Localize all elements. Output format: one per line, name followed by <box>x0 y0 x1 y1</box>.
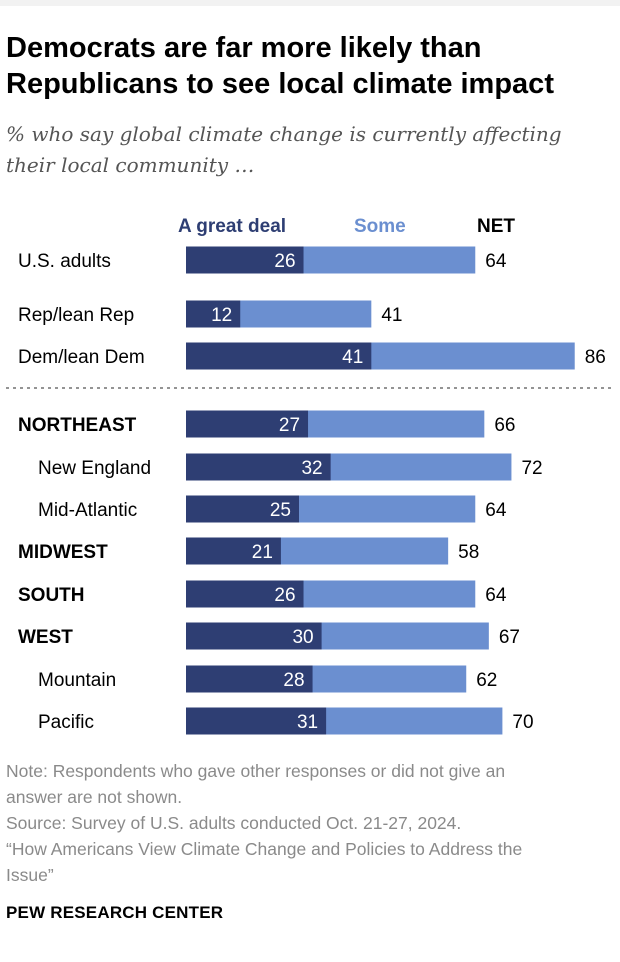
data-label-great-deal: 21 <box>252 542 273 563</box>
category-label: Mid-Atlantic <box>38 500 137 521</box>
category-label: WEST <box>18 627 73 648</box>
note-line: Note: Respondents who gave other respons… <box>6 761 506 781</box>
data-label-great-deal: 12 <box>211 305 232 326</box>
top-border <box>0 0 620 6</box>
category-label: Rep/lean Rep <box>18 305 134 326</box>
bar-great-deal <box>186 580 304 608</box>
data-label-net: 58 <box>458 542 479 563</box>
category-label: Mountain <box>38 670 116 691</box>
data-label-net: 64 <box>485 500 507 521</box>
note-line: answer are not shown. <box>6 787 183 807</box>
report-line: Issue” <box>6 865 54 885</box>
category-label: Pacific <box>38 712 94 733</box>
legend-great-deal: A great deal <box>178 216 287 237</box>
data-label-net: 86 <box>585 347 606 368</box>
data-label-net: 41 <box>381 305 402 326</box>
data-label-great-deal: 30 <box>292 627 313 648</box>
data-label-net: 64 <box>485 585 507 606</box>
category-label: Dem/lean Dem <box>18 347 145 368</box>
source-line: Source: Survey of U.S. adults conducted … <box>6 813 462 833</box>
bar-great-deal <box>186 665 313 693</box>
data-label-great-deal: 31 <box>297 712 318 733</box>
source-organization: PEW RESEARCH CENTER <box>6 903 224 922</box>
legend-net: NET <box>477 216 515 237</box>
data-label-great-deal: 27 <box>279 415 300 436</box>
data-label-great-deal: 32 <box>301 458 322 479</box>
chart-title: Democrats are far more likely than Repub… <box>6 32 554 100</box>
bar-great-deal <box>186 495 299 523</box>
data-label-net: 64 <box>485 251 507 272</box>
category-label: NORTHEAST <box>18 415 137 436</box>
data-label-great-deal: 26 <box>274 585 295 606</box>
data-label-great-deal: 26 <box>274 251 295 272</box>
bar-great-deal <box>186 453 331 481</box>
bar-great-deal <box>186 622 322 650</box>
category-label: New England <box>38 458 151 479</box>
data-label-net: 70 <box>512 712 533 733</box>
chart-subtitle: % who say global climate change is curre… <box>6 122 562 177</box>
bar-great-deal <box>186 707 327 735</box>
data-label-great-deal: 41 <box>342 347 363 368</box>
data-label-net: 66 <box>494 415 515 436</box>
legend-some: Some <box>354 216 406 237</box>
bar-great-deal <box>186 410 309 438</box>
category-label: SOUTH <box>18 585 85 606</box>
bar-great-deal <box>186 246 304 274</box>
bar-great-deal <box>186 537 281 565</box>
data-label-great-deal: 25 <box>270 500 291 521</box>
category-label: U.S. adults <box>18 251 111 272</box>
report-line: “How Americans View Climate Change and P… <box>6 839 523 859</box>
notes: Note: Respondents who gave other respons… <box>6 758 606 888</box>
bar-great-deal <box>186 300 241 328</box>
data-label-great-deal: 28 <box>283 670 304 691</box>
data-label-net: 72 <box>521 458 542 479</box>
category-label: MIDWEST <box>18 542 108 563</box>
bar-great-deal <box>186 342 372 370</box>
data-label-net: 67 <box>499 627 520 648</box>
data-label-net: 62 <box>476 670 497 691</box>
